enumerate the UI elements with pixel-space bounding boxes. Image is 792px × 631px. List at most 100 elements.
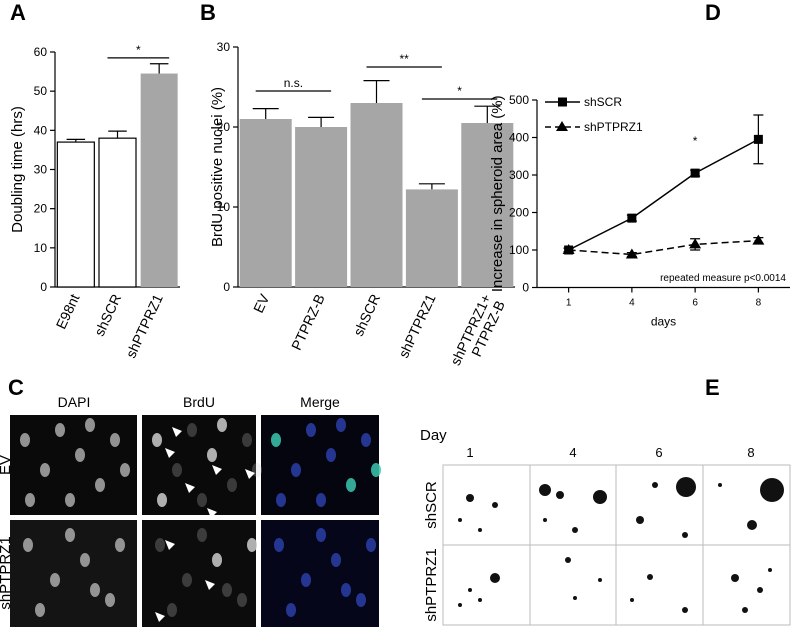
nucleus <box>207 448 217 462</box>
nucleus <box>55 423 65 437</box>
x-tick-label: PTPRZ-B <box>288 292 328 353</box>
bar <box>350 103 403 287</box>
y-tick-label: 60 <box>34 45 48 59</box>
y-tick-label: 20 <box>34 202 48 216</box>
row-label: EV <box>0 455 14 475</box>
nucleus <box>331 553 341 567</box>
arrowhead <box>212 465 222 475</box>
nucleus <box>326 448 336 462</box>
arrowhead <box>245 469 255 479</box>
nucleus <box>197 493 207 507</box>
nucleus <box>157 493 167 507</box>
nucleus <box>95 478 105 492</box>
marker <box>689 238 702 249</box>
nucleus <box>25 493 35 507</box>
row-label: shPTPRZ1 <box>423 548 440 621</box>
nucleus <box>50 573 60 587</box>
column-label: Merge <box>300 394 340 410</box>
y-tick-label: 400 <box>509 131 529 145</box>
nucleus <box>65 493 75 507</box>
nucleus <box>346 478 356 492</box>
x-tick-label: shPTPRZ1 <box>122 291 166 360</box>
nucleus <box>276 493 286 507</box>
nucleus <box>172 463 182 477</box>
row-label: shPTPRZ1 <box>0 536 14 609</box>
bar <box>461 123 514 287</box>
arrowhead <box>207 508 217 518</box>
marker <box>562 244 575 254</box>
line <box>568 138 759 251</box>
arrowhead <box>205 580 215 590</box>
nucleus <box>75 448 85 462</box>
bar <box>98 137 137 288</box>
nucleus <box>301 573 311 587</box>
day-label: Day <box>420 427 447 444</box>
y-tick-label: 10 <box>217 200 231 214</box>
nucleus <box>336 418 346 432</box>
y-tick-label: 0 <box>40 280 47 294</box>
arrowhead <box>185 483 195 493</box>
bar <box>405 189 458 287</box>
arrowhead <box>165 540 175 550</box>
spheroid-grid <box>442 464 791 626</box>
y-axis-label: Increase in spheroid area (%) <box>489 95 506 292</box>
x-tick-label: 8 <box>756 298 762 309</box>
nucleus <box>252 463 262 477</box>
y-axis-label: Doubling time (hrs) <box>9 106 26 233</box>
nucleus <box>80 553 90 567</box>
y-axis-label: BrdU positive nuclei (%) <box>209 87 226 247</box>
arrowhead <box>155 612 165 622</box>
bar <box>56 141 95 288</box>
nucleus <box>316 493 326 507</box>
marker <box>752 234 765 245</box>
line <box>568 239 759 256</box>
nucleus <box>120 463 130 477</box>
x-tick-label: E98nt <box>53 291 83 331</box>
nucleus <box>152 433 162 447</box>
nucleus <box>40 463 50 477</box>
nucleus <box>247 538 257 552</box>
significance-label: n.s. <box>284 76 303 90</box>
y-tick-label: 20 <box>217 120 231 134</box>
nucleus <box>242 433 252 447</box>
y-tick-label: 30 <box>217 40 231 54</box>
marker <box>753 134 763 144</box>
nucleus <box>361 433 371 447</box>
legend-marker <box>558 97 567 107</box>
nucleus <box>306 423 316 437</box>
x-tick-label: 4 <box>629 298 635 309</box>
marker <box>627 213 637 223</box>
panel-letter: B <box>200 0 216 25</box>
legend-label: shPTPRZ1 <box>584 120 643 134</box>
nucleus <box>35 603 45 617</box>
y-tick-label: 200 <box>509 206 529 220</box>
bar <box>239 119 292 287</box>
column-label: BrdU <box>183 394 215 410</box>
row-label: shSCR <box>423 481 440 529</box>
x-tick-label: shPTPRZ1 <box>395 291 439 360</box>
x-tick-label: shPTPRZ1+PTPRZ-B <box>447 292 508 375</box>
significance-label: ** <box>400 52 410 66</box>
x-tick-label: EV <box>250 291 273 315</box>
nucleus <box>274 538 284 552</box>
arrowhead <box>172 427 182 437</box>
x-tick-label: shSCR <box>350 292 383 339</box>
x-tick-label: shSCR <box>91 292 124 339</box>
y-tick-label: 300 <box>509 168 529 182</box>
nucleus <box>65 528 75 542</box>
x-tick-label: 6 <box>692 298 698 309</box>
nucleus <box>286 603 296 617</box>
nucleus <box>371 463 381 477</box>
nucleus <box>20 433 30 447</box>
nucleus <box>167 603 177 617</box>
nucleus <box>227 478 237 492</box>
nucleus <box>217 418 227 432</box>
nucleus <box>316 528 326 542</box>
arrowhead <box>165 448 175 458</box>
y-tick-label: 100 <box>509 243 529 257</box>
nucleus <box>155 538 165 552</box>
x-tick-label: 1 <box>566 298 572 309</box>
significance-label: * <box>457 84 462 98</box>
column-label: 1 <box>466 445 473 460</box>
